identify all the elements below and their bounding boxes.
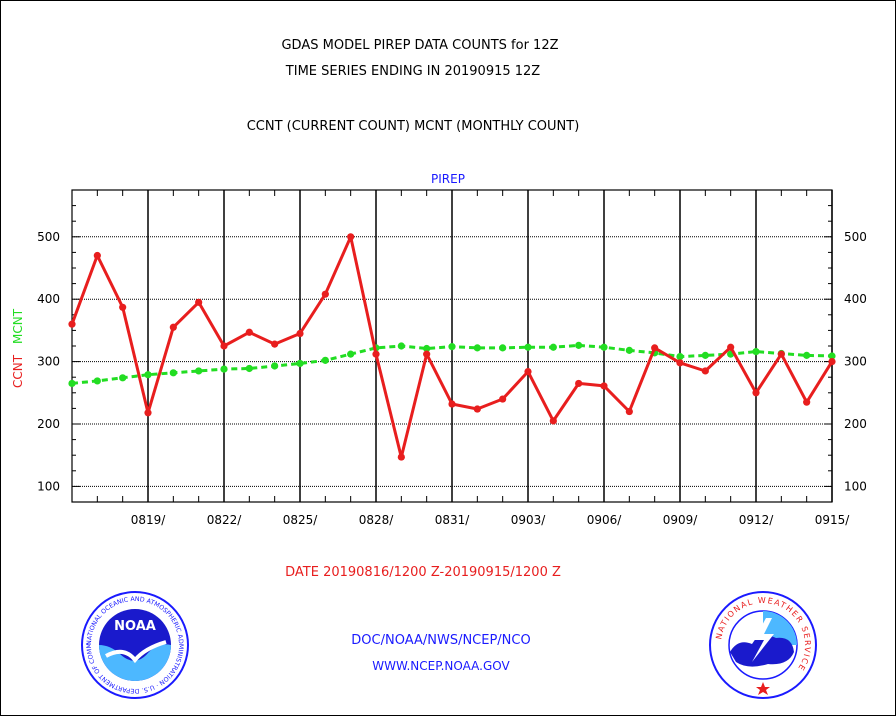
y-tick-label-left: 200 [37, 417, 60, 431]
y-axis-label-ccnt: CCNT [11, 354, 25, 388]
point-mcnt-0816 [68, 379, 76, 388]
noaa-logo: NATIONAL OCEANIC AND ATMOSPHERIC ADMINIS… [80, 590, 189, 699]
x-tick-label: 0822/ [207, 513, 243, 527]
x-tick-label: 0819/ [131, 513, 167, 527]
y-tick-label-right: 200 [844, 417, 867, 431]
y-tick-label-left: 100 [37, 479, 60, 493]
point-ccnt-0824 [271, 340, 279, 348]
point-ccnt-0816 [68, 320, 76, 328]
y-tick-label-left: 500 [37, 230, 60, 244]
point-ccnt-0904 [549, 417, 557, 425]
point-ccnt-0910 [701, 367, 709, 375]
point-ccnt-0913 [777, 350, 785, 358]
point-mcnt-0822 [220, 365, 228, 373]
point-ccnt-0907 [625, 407, 633, 416]
y-axis-label: CCNT MCNT [11, 308, 25, 388]
y-tick-label-right: 500 [844, 230, 867, 244]
point-ccnt-0905 [575, 379, 583, 388]
x-tick-label: 0915/ [815, 513, 851, 527]
point-ccnt-0915 [828, 358, 836, 366]
point-ccnt-0823 [245, 328, 253, 336]
point-ccnt-0902 [499, 395, 507, 403]
point-mcnt-0817 [93, 377, 101, 385]
point-mcnt-0903 [524, 343, 532, 351]
y-tick-label-left: 300 [37, 355, 60, 369]
y-tick-labels: 100 100 200 200 300 300 400 400 500 500 [37, 230, 867, 494]
chart-title: GDAS MODEL PIREP DATA COUNTS for 12Z [281, 38, 559, 53]
x-tick-label: 0825/ [283, 513, 319, 527]
point-ccnt-0831 [448, 400, 456, 408]
point-ccnt-0819 [144, 409, 152, 417]
x-tick-label: 0906/ [587, 513, 623, 527]
point-ccnt-0825 [296, 329, 304, 338]
point-mcnt-0823 [245, 364, 253, 373]
y-tick-label-right: 400 [844, 292, 867, 306]
x-tick-labels: 0819/0822/0825/0828/0831/0903/0906/0909/… [131, 513, 851, 527]
point-mcnt-0902 [499, 344, 507, 352]
series-layer [68, 233, 836, 461]
point-mcnt-0827 [347, 350, 355, 358]
point-mcnt-0910 [701, 351, 709, 359]
point-ccnt-0909 [676, 359, 684, 367]
point-ccnt-0908 [651, 344, 659, 352]
org-path-link[interactable]: DOC/NOAA/NWS/NCEP/NCO [351, 633, 531, 648]
point-mcnt-0905 [575, 341, 583, 349]
point-mcnt-0914 [803, 351, 811, 359]
x-tick-label: 0831/ [435, 513, 471, 527]
y-tick-label-right: 300 [844, 355, 867, 369]
point-ccnt-0901 [473, 405, 481, 413]
point-mcnt-0915 [828, 352, 836, 360]
point-mcnt-0818 [119, 374, 127, 382]
point-ccnt-0820 [169, 323, 177, 331]
point-ccnt-0826 [321, 290, 329, 298]
point-mcnt-0901 [473, 344, 481, 352]
point-mcnt-0820 [169, 369, 177, 377]
point-mcnt-0909 [676, 353, 684, 361]
point-ccnt-0903 [524, 367, 532, 376]
point-mcnt-0829 [397, 342, 405, 350]
date-range-label: DATE 20190816/1200 Z-20190915/1200 Z [285, 565, 561, 580]
y-axis-label-mcnt: MCNT [11, 308, 25, 344]
series-mcnt [68, 341, 836, 388]
point-mcnt-0912 [752, 348, 760, 356]
point-mcnt-0826 [321, 356, 329, 364]
y-tick-label-right: 100 [844, 479, 867, 493]
point-ccnt-0830 [423, 350, 431, 358]
point-mcnt-0907 [625, 346, 633, 354]
x-tick-label: 0912/ [739, 513, 775, 527]
point-ccnt-0911 [727, 343, 735, 351]
point-ccnt-0906 [600, 382, 608, 390]
y-tick-label-left: 400 [37, 292, 60, 306]
point-mcnt-0830 [423, 344, 431, 353]
noaa-logo-center-text: NOAA [114, 619, 156, 634]
x-tick-label: 0828/ [359, 513, 395, 527]
point-ccnt-0912 [752, 389, 760, 397]
point-ccnt-0827 [347, 233, 355, 241]
point-ccnt-0821 [195, 298, 203, 306]
axis-ticks [71, 190, 833, 502]
point-ccnt-0914 [803, 398, 811, 406]
point-ccnt-0829 [397, 453, 405, 461]
nws-logo: NATIONAL WEATHER SERVICE [709, 591, 817, 699]
point-ccnt-0822 [220, 342, 228, 350]
chart-subtitle: CCNT (CURRENT COUNT) MCNT (MONTHLY COUNT… [246, 119, 580, 134]
point-mcnt-0904 [549, 343, 557, 351]
x-tick-label: 0909/ [663, 513, 699, 527]
point-mcnt-0824 [271, 362, 279, 370]
point-ccnt-0828 [372, 350, 380, 358]
point-mcnt-0831 [448, 343, 456, 351]
point-mcnt-0825 [296, 359, 304, 368]
x-tick-label: 0903/ [511, 513, 547, 527]
point-mcnt-0906 [600, 343, 608, 351]
point-mcnt-0821 [195, 367, 203, 375]
website-link[interactable]: WWW.NCEP.NOAA.GOV [372, 659, 510, 673]
chart-title-line2: TIME SERIES ENDING IN 20190915 12Z [285, 64, 541, 79]
point-mcnt-0819 [144, 371, 152, 379]
series-ccnt [68, 233, 836, 461]
point-ccnt-0817 [93, 251, 101, 260]
point-ccnt-0818 [119, 303, 127, 311]
panel-label: PIREP [431, 172, 465, 186]
